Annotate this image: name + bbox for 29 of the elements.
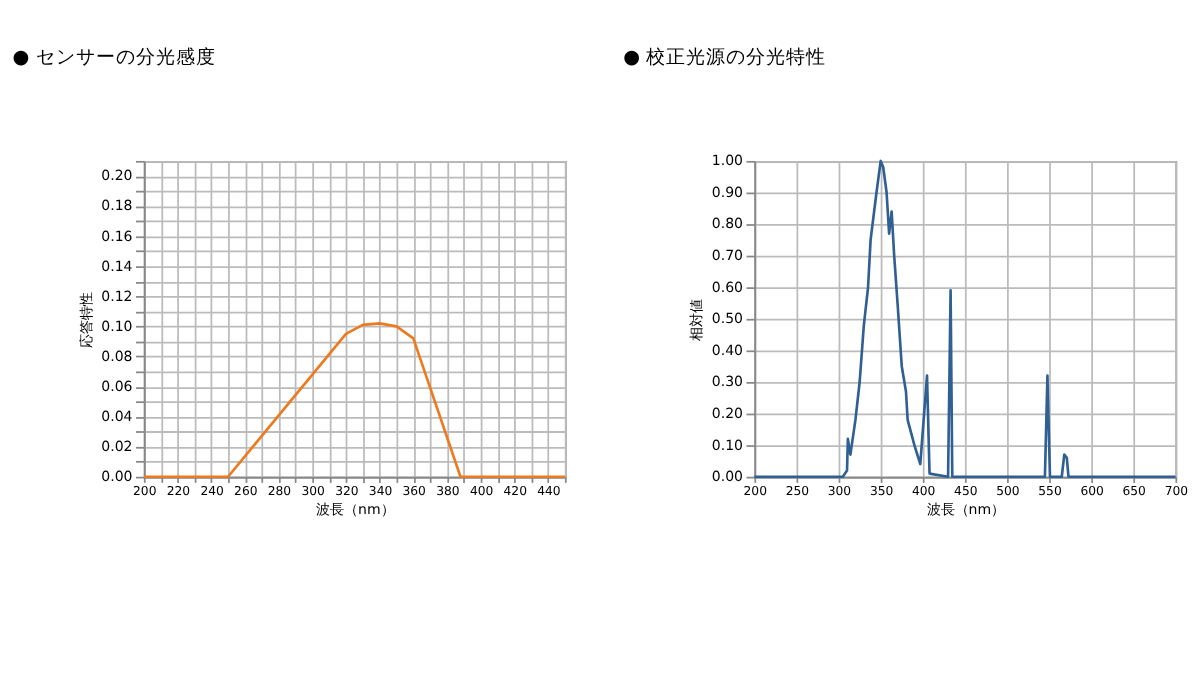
y-tick-label: 0.60 <box>711 277 743 296</box>
y-tick-label: 0.20 <box>711 403 743 422</box>
y-tick-label: 0.40 <box>711 340 743 359</box>
y-tick-label: 0.50 <box>711 309 743 328</box>
y-tick-label: 0.70 <box>711 246 743 265</box>
y-tick-label: 0.08 <box>101 346 133 365</box>
chart-title: ● 校正光源の分光特性 <box>623 44 827 69</box>
y-tick-label: 0.80 <box>711 214 743 233</box>
y-tick-label: 0.30 <box>711 372 743 391</box>
x-axis-title: 波長（nm） <box>316 500 395 519</box>
y-tick-label: 0.20 <box>101 166 133 185</box>
y-tick-label: 0.12 <box>101 286 133 305</box>
y-tick-label: 0.16 <box>101 226 134 245</box>
y-tick-label: 0.06 <box>101 376 134 395</box>
y-tick-label: 0.00 <box>101 467 133 486</box>
y-tick-label: 0.02 <box>101 437 133 456</box>
y-tick-label: 0.90 <box>711 182 743 201</box>
y-tick-label: 0.18 <box>101 196 133 215</box>
y-tick-label: 0.00 <box>711 467 743 486</box>
line-series <box>753 159 1177 479</box>
y-tick-label: 0.14 <box>101 256 134 275</box>
y-tick-label: 0.10 <box>101 316 133 335</box>
chart-title: ● センサーの分光感度 <box>12 44 216 69</box>
y-tick-label: 0.04 <box>101 406 134 425</box>
y-tick-label: 1.00 <box>711 151 743 170</box>
y-axis-title: 応答特性 <box>76 291 95 348</box>
x-axis-title: 波長（nm） <box>926 500 1006 519</box>
y-axis-title: 相対値 <box>687 298 706 341</box>
y-tick-label: 0.10 <box>711 435 743 454</box>
